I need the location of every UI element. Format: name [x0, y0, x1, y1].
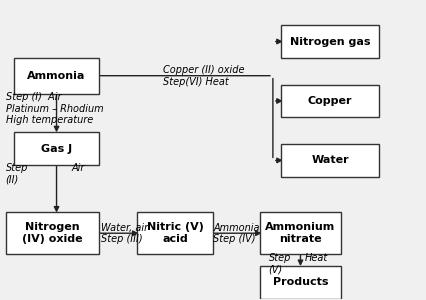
Text: Copper: Copper [307, 96, 351, 106]
Text: Step
(II): Step (II) [6, 164, 28, 185]
FancyBboxPatch shape [281, 144, 378, 177]
FancyBboxPatch shape [259, 212, 340, 254]
Text: Ammonium
nitrate: Ammonium nitrate [265, 222, 335, 244]
FancyBboxPatch shape [259, 266, 340, 298]
FancyBboxPatch shape [14, 58, 99, 94]
Text: Heat: Heat [304, 253, 327, 262]
Text: Nitric (V)
acid: Nitric (V) acid [147, 222, 203, 244]
FancyBboxPatch shape [14, 132, 99, 165]
Text: Step (I)  Air
Platinum – Rhodium
High temperature: Step (I) Air Platinum – Rhodium High tem… [6, 92, 103, 125]
Text: Nitrogen gas: Nitrogen gas [289, 37, 369, 46]
Text: Step
(V): Step (V) [268, 253, 291, 274]
Text: Products: Products [272, 277, 328, 287]
Text: Air: Air [71, 164, 85, 173]
Text: Ammonia
Step (IV): Ammonia Step (IV) [213, 223, 259, 244]
FancyBboxPatch shape [137, 212, 213, 254]
Text: Gas J: Gas J [41, 143, 72, 154]
Text: Water: Water [311, 155, 348, 165]
FancyBboxPatch shape [281, 85, 378, 117]
Text: Water, air
Step (III): Water, air Step (III) [101, 223, 148, 244]
Text: Copper (II) oxide
Step(VI) Heat: Copper (II) oxide Step(VI) Heat [162, 65, 244, 87]
Text: Nitrogen
(IV) oxide: Nitrogen (IV) oxide [22, 222, 82, 244]
FancyBboxPatch shape [6, 212, 99, 254]
FancyBboxPatch shape [281, 25, 378, 58]
Text: Ammonia: Ammonia [27, 71, 86, 81]
